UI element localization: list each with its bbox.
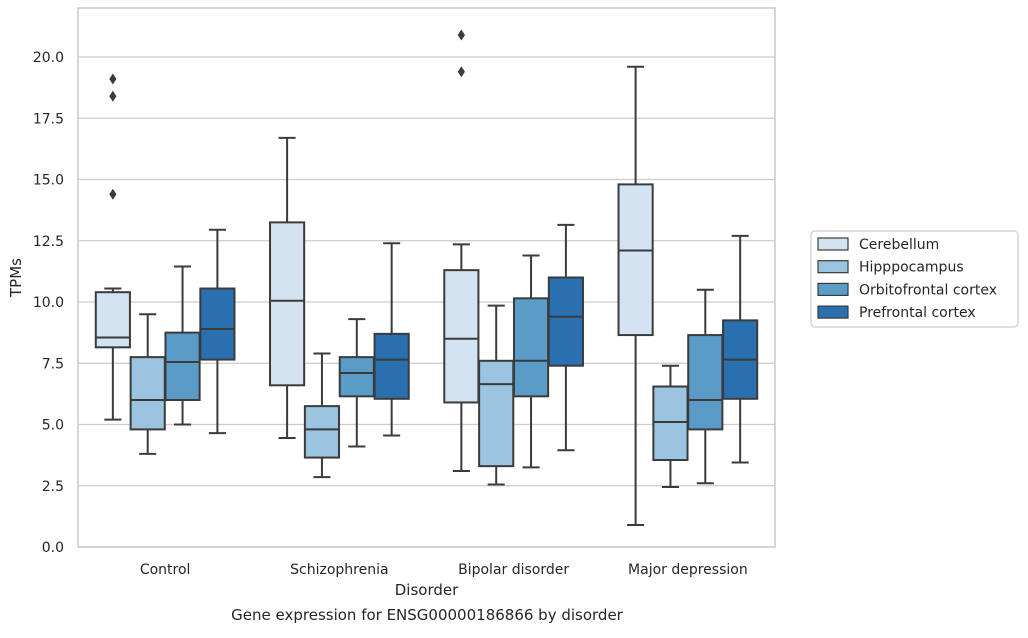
box bbox=[547, 276, 584, 367]
legend-swatch bbox=[817, 260, 849, 274]
box bbox=[303, 405, 341, 459]
x-axis-label: Disorder bbox=[395, 581, 459, 599]
box bbox=[478, 359, 515, 468]
box bbox=[652, 385, 689, 462]
x-tick-label: Major depression bbox=[628, 562, 748, 578]
y-tick-label: 10.0 bbox=[33, 295, 64, 311]
outlier-point bbox=[109, 188, 117, 200]
outlier-point bbox=[457, 66, 465, 78]
x-tick-label: Bipolar disorder bbox=[458, 562, 569, 578]
legend-swatch bbox=[817, 237, 849, 251]
y-axis-label: TPMs bbox=[7, 258, 25, 298]
box bbox=[129, 356, 166, 431]
y-tick-label: 2.5 bbox=[42, 479, 64, 495]
legend-label: Orbitofrontal cortex bbox=[859, 282, 997, 298]
y-tick-label: 0.0 bbox=[42, 540, 64, 556]
y-tick-label: 15.0 bbox=[33, 173, 64, 189]
x-tick-label: Control bbox=[140, 562, 191, 578]
legend-label: Cerebellum bbox=[859, 237, 939, 253]
y-tick-label: 5.0 bbox=[42, 418, 64, 434]
box bbox=[617, 183, 654, 337]
box bbox=[338, 356, 375, 398]
legend-label: Prefrontal cortex bbox=[859, 305, 976, 321]
box bbox=[373, 332, 410, 400]
outlier-point bbox=[109, 73, 117, 85]
plot-frame bbox=[77, 7, 776, 548]
box bbox=[94, 291, 131, 349]
box bbox=[687, 334, 724, 431]
y-tick-label: 12.5 bbox=[33, 234, 64, 250]
chart-caption: Gene expression for ENSG00000186866 by d… bbox=[231, 606, 623, 624]
y-tick-label: 7.5 bbox=[42, 356, 64, 372]
legend-label: Hipppocampus bbox=[859, 260, 964, 276]
legend-swatch bbox=[817, 282, 849, 296]
legend-swatch bbox=[817, 305, 849, 319]
box bbox=[199, 287, 236, 361]
y-tick-label: 20.0 bbox=[33, 50, 64, 66]
box bbox=[269, 221, 306, 387]
outlier-point bbox=[109, 90, 117, 102]
box bbox=[164, 331, 201, 401]
box bbox=[512, 297, 550, 398]
x-tick-label: Schizophrenia bbox=[290, 562, 388, 578]
y-tick-label: 17.5 bbox=[33, 111, 64, 127]
outlier-point bbox=[457, 29, 465, 41]
legend-frame bbox=[810, 230, 1019, 328]
box bbox=[443, 269, 480, 404]
